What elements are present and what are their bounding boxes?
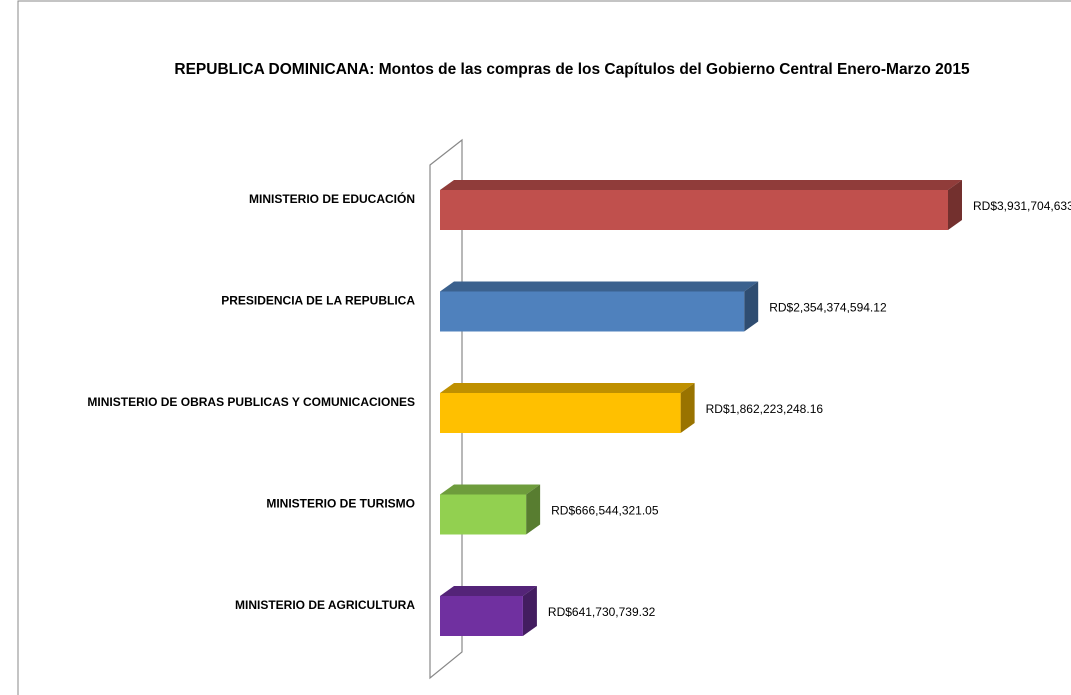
bar: [440, 291, 745, 332]
bar-top: [440, 484, 541, 495]
bar: [440, 190, 948, 230]
bar-side: [680, 383, 695, 433]
y-tick-label: MINISTERIO DE TURISMO: [266, 497, 415, 511]
bar: [440, 494, 527, 535]
value-label: RD$3,931,704,633.10: [973, 199, 1071, 213]
y-tick-label: MINISTERIO DE EDUCACIÓN: [249, 191, 415, 206]
y-tick-label: MINISTERIO DE AGRICULTURA: [235, 598, 415, 612]
bar-top: [440, 180, 962, 190]
bar-side: [744, 281, 759, 332]
chart-title: REPUBLICA DOMINICANA: Montos de las comp…: [174, 61, 970, 78]
value-label: RD$1,862,223,248.16: [706, 402, 824, 416]
bar-top: [440, 586, 537, 596]
bar: [440, 596, 523, 636]
bar-side: [948, 180, 962, 230]
value-label: RD$2,354,374,594.12: [769, 301, 887, 315]
bar-side: [522, 586, 537, 636]
value-label: RD$641,730,739.32: [548, 605, 656, 619]
chart-border: [17, 0, 1071, 695]
bar: [440, 393, 681, 433]
bar-top: [440, 281, 759, 292]
bar-side: [526, 484, 541, 535]
y-tick-label: PRESIDENCIA DE LA REPUBLICA: [221, 294, 415, 308]
value-label: RD$666,544,321.05: [551, 504, 659, 518]
bar-top: [440, 383, 695, 393]
y-tick-label: MINISTERIO DE OBRAS PUBLICAS Y COMUNICAC…: [87, 395, 415, 409]
